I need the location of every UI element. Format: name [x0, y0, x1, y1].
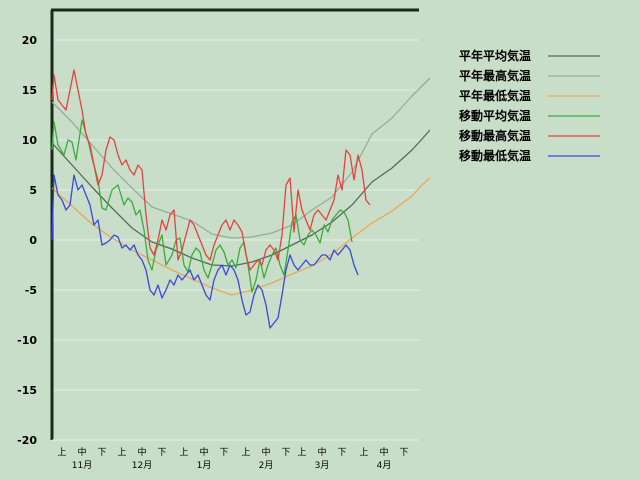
- y-tick-label-6: -10: [17, 334, 37, 347]
- x-month-label-3: 2月: [259, 460, 274, 471]
- x-subtick-4-2: 下: [337, 448, 346, 458]
- x-month-label-5: 4月: [377, 460, 392, 471]
- x-subtick-5-0: 上: [359, 447, 368, 458]
- x-subtick-0-1: 中: [77, 446, 86, 458]
- x-subtick-5-2: 下: [399, 448, 408, 458]
- legend-label-5: 移動最低気温: [459, 148, 531, 163]
- legend-label-4: 移動最高気温: [459, 128, 531, 143]
- x-subtick-0-2: 下: [97, 448, 106, 458]
- legend-label-1: 平年最高気温: [459, 68, 531, 83]
- series-line-2: [51, 177, 431, 296]
- x-month-label-4: 3月: [315, 460, 330, 471]
- y-tick-label-3: 5: [29, 184, 37, 197]
- series-line-4: [51, 69, 371, 271]
- x-subtick-1-2: 下: [157, 448, 166, 458]
- y-tick-label-5: -5: [25, 284, 37, 297]
- x-subtick-4-0: 上: [297, 447, 306, 458]
- x-subtick-0-0: 上: [57, 447, 66, 458]
- x-month-label-0: 11月: [72, 460, 92, 471]
- y-tick-label-8: -20: [17, 434, 37, 447]
- series-line-0: [51, 129, 431, 267]
- x-subtick-4-1: 中: [317, 446, 326, 458]
- grid-lines: [52, 39, 419, 391]
- y-tick-label-4: 0: [29, 234, 37, 247]
- legend-label-0: 平年平均気温: [459, 48, 531, 63]
- x-tick-labels: 上中下11月上中下12月上中下1月上中下2月上中下3月上中下4月: [57, 446, 408, 471]
- x-subtick-2-0: 上: [179, 447, 188, 458]
- x-month-label-2: 1月: [197, 460, 212, 471]
- series-lines: [51, 69, 431, 329]
- x-subtick-1-1: 中: [137, 446, 146, 458]
- legend-label-3: 移動平均気温: [459, 108, 531, 123]
- x-month-label-1: 12月: [132, 460, 152, 471]
- y-tick-label-2: 10: [22, 134, 38, 147]
- x-subtick-1-0: 上: [117, 447, 126, 458]
- x-subtick-2-2: 下: [219, 448, 228, 458]
- x-subtick-2-1: 中: [199, 446, 208, 458]
- y-tick-label-7: -15: [17, 384, 37, 397]
- legend-label-2: 平年最低気温: [459, 88, 531, 103]
- x-subtick-5-1: 中: [379, 446, 388, 458]
- x-subtick-3-1: 中: [261, 446, 270, 458]
- y-tick-labels: 20 15 10 5 0 -5 -10 -15 -20: [17, 34, 37, 447]
- series-line-3: [51, 119, 353, 293]
- y-tick-label-0: 20: [22, 34, 38, 47]
- series-line-1: [51, 77, 431, 239]
- series-line-5: [51, 174, 359, 329]
- axes: [50, 8, 419, 441]
- x-subtick-3-0: 上: [241, 447, 250, 458]
- x-subtick-3-2: 下: [281, 448, 290, 458]
- y-tick-label-1: 15: [22, 84, 37, 97]
